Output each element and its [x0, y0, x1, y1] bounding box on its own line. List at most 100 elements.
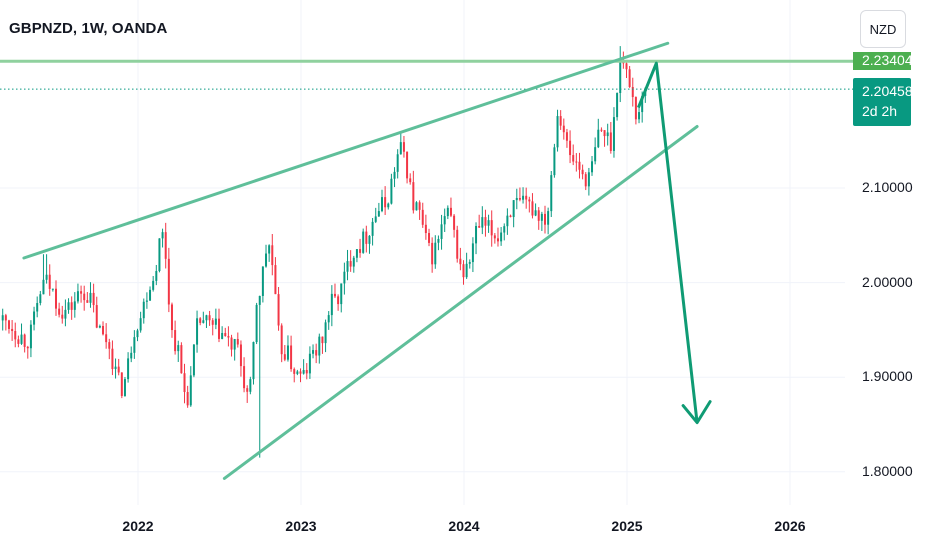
candle-body	[177, 345, 180, 352]
current-price-label: 2.20458 2d 2h	[853, 78, 913, 127]
candle	[290, 335, 293, 372]
candle	[537, 207, 540, 230]
candle-body	[525, 195, 528, 200]
candle-body	[324, 322, 327, 344]
candle-body	[180, 345, 183, 374]
candle-body	[45, 274, 48, 280]
candle-body	[562, 125, 565, 133]
candle-body	[4, 315, 7, 321]
candle	[421, 202, 424, 228]
candle-body	[70, 302, 73, 310]
candle-body	[550, 175, 553, 212]
candle	[374, 207, 377, 224]
candle	[556, 109, 559, 152]
candle-body	[239, 344, 242, 367]
candle-body	[92, 292, 95, 306]
candle	[518, 187, 521, 202]
candle	[449, 197, 452, 218]
candle-body	[290, 345, 293, 370]
candle	[108, 338, 111, 360]
candle	[14, 322, 17, 348]
candle	[4, 313, 7, 331]
trendline-lower[interactable]	[222, 125, 699, 480]
symbol-title[interactable]: GBPNZD, 1W, OANDA	[9, 20, 168, 37]
candle-body	[459, 258, 462, 265]
candle	[584, 172, 587, 191]
candle	[139, 311, 142, 333]
candle-body	[39, 294, 42, 304]
resistance-price-label: 2.23404	[853, 52, 911, 71]
candle-body	[249, 379, 252, 392]
candle	[616, 92, 619, 121]
candle	[324, 319, 327, 353]
candle	[221, 326, 224, 340]
trendline-upper[interactable]	[22, 41, 670, 260]
candle	[406, 151, 409, 184]
candle	[500, 227, 503, 246]
candle-body	[540, 213, 543, 221]
candle	[17, 335, 20, 348]
y-axis-tick-label: 2.00000	[862, 273, 913, 290]
trendline-drawings[interactable]	[22, 41, 712, 480]
candle	[67, 298, 70, 314]
candle-body	[7, 320, 10, 329]
candle	[95, 296, 98, 329]
candle	[399, 131, 402, 155]
candle	[349, 250, 352, 272]
candle	[600, 127, 603, 133]
candle	[459, 247, 462, 271]
candle	[51, 288, 54, 292]
candle	[211, 318, 214, 336]
candle-body	[418, 202, 421, 210]
candle-body	[475, 225, 478, 244]
candle-body	[265, 253, 268, 267]
candle-body	[412, 182, 415, 211]
candle	[164, 222, 167, 269]
candle	[192, 344, 195, 378]
currency-button[interactable]: NZD	[860, 10, 906, 48]
candle	[512, 200, 515, 228]
candle-body	[152, 280, 155, 290]
candle-body	[268, 245, 271, 254]
candle-body	[155, 271, 158, 281]
candle-body	[359, 249, 362, 253]
candle-body	[196, 318, 199, 345]
candle-body	[471, 243, 474, 263]
candle	[98, 324, 101, 329]
candle	[70, 296, 73, 320]
candle	[418, 200, 421, 220]
candle	[384, 186, 387, 215]
candle	[453, 214, 456, 238]
candle	[597, 118, 600, 149]
candle	[490, 210, 493, 247]
candle	[625, 62, 628, 78]
candle-body	[500, 232, 503, 242]
candle-body	[321, 336, 324, 344]
candle	[559, 110, 562, 130]
candle	[130, 346, 133, 363]
candle	[606, 123, 609, 146]
candle-body	[343, 271, 346, 284]
candle	[214, 308, 217, 330]
candle	[506, 208, 509, 235]
candle	[23, 333, 26, 353]
candle	[36, 296, 39, 318]
candle-body	[575, 161, 578, 163]
candle-body	[380, 197, 383, 212]
candle	[54, 280, 57, 316]
candle	[127, 352, 130, 383]
resistance-price-value: 2.23404	[862, 52, 911, 69]
candle	[76, 283, 79, 304]
candle	[603, 130, 606, 147]
candle-body	[286, 345, 289, 360]
candle-body	[183, 373, 186, 393]
candle-body	[368, 235, 371, 244]
candle	[280, 323, 283, 363]
candle-body	[556, 116, 559, 148]
candle-body	[496, 238, 499, 242]
projection-arrow[interactable]	[637, 61, 699, 423]
candle-body	[462, 264, 465, 278]
candle	[73, 292, 76, 318]
candle-body	[597, 129, 600, 148]
